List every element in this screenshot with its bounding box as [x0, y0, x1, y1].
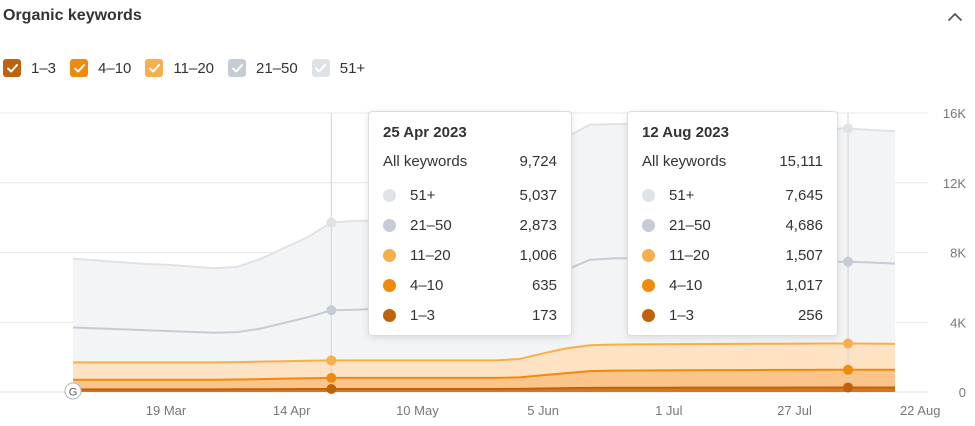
tooltip-row-label: 4–10: [669, 276, 703, 294]
tooltip-row-label: 1–3: [410, 306, 436, 324]
x-tick-label: 10 May: [396, 403, 439, 418]
series-line-0: [73, 386, 895, 391]
tooltip-row-value: 1,017: [785, 276, 823, 294]
x-tick-label: 1 Jul: [655, 403, 683, 418]
hover-point: [326, 355, 337, 366]
checkbox-icon: [3, 59, 21, 77]
hover-point: [843, 256, 854, 267]
tooltip-row-value: 256: [797, 306, 823, 324]
tooltip-row: 1–3 256: [642, 300, 823, 330]
hover-point: [843, 338, 854, 349]
y-tick-label: 0: [959, 385, 966, 400]
hover-point: [326, 372, 337, 383]
checkbox-icon: [70, 59, 89, 77]
series-dot-icon: [642, 308, 655, 322]
tooltip-row-label: 21–50: [410, 216, 452, 234]
tooltip-row-label: 4–10: [410, 276, 444, 294]
series-dot-icon: [383, 218, 396, 232]
checkbox-icon: [311, 59, 330, 77]
hover-point: [843, 123, 854, 134]
series-dot-icon: [383, 308, 396, 322]
y-tick-label: 4K: [950, 315, 966, 330]
tooltip-row: 51+ 5,037: [383, 180, 557, 210]
series-dot-icon: [642, 248, 655, 262]
x-tick-label: 22 Aug: [900, 403, 941, 418]
legend-label: 4–10: [98, 59, 132, 77]
hover-point: [843, 382, 854, 393]
legend-label: 51+: [339, 59, 366, 77]
chevron-up-icon: [948, 13, 962, 21]
tooltip-date: 25 Apr 2023: [383, 124, 467, 141]
tooltip-row: 21–50 4,686: [642, 210, 823, 240]
y-tick-label: 8K: [950, 246, 966, 261]
tooltip-row-label: 21–50: [669, 216, 711, 234]
tooltip-row: 21–50 2,873: [383, 210, 557, 240]
page-title: Organic keywords: [3, 7, 142, 24]
tooltip-row-value: 635: [531, 276, 557, 294]
series-area-1: [73, 369, 895, 390]
legend-label: 1–3: [31, 59, 57, 77]
tooltip-row: 11–20 1,006: [383, 240, 557, 270]
checkbox-icon: [228, 59, 247, 77]
tooltip-row-value: 2,873: [519, 216, 557, 234]
tooltip-total-value: 9,724: [519, 152, 557, 170]
tooltip-total-label: All keywords: [383, 152, 468, 170]
tooltip-aug: 12 Aug 2023 All keywords 15,111 51+ 7,645…: [627, 111, 838, 336]
collapse-button[interactable]: [942, 4, 968, 30]
legend-label: 21–50: [256, 59, 298, 77]
tooltip-row-label: 51+: [410, 186, 436, 204]
google-update-marker-icon: [64, 382, 82, 400]
tooltip-row-label: 11–20: [410, 246, 451, 264]
legend-label: 11–20: [173, 59, 215, 77]
tooltip-row-label: 51+: [669, 186, 695, 204]
tooltip-row-value: 173: [531, 306, 557, 324]
tooltip-row: 11–20 1,507: [642, 240, 823, 270]
series-line-1: [73, 368, 895, 381]
tooltip-row-value: 1,006: [519, 246, 557, 264]
tooltip-total-value: 15,111: [779, 152, 823, 170]
hover-point: [326, 383, 337, 394]
tooltip-row: 1–3 173: [383, 300, 557, 330]
legend-item-51-plus[interactable]: 51+: [311, 59, 366, 77]
y-tick-label: 16K: [943, 106, 966, 121]
tooltip-row-value: 5,037: [519, 186, 557, 204]
series-dot-icon: [642, 278, 655, 292]
series-dot-icon: [642, 218, 655, 232]
checkbox-icon: [145, 59, 164, 77]
legend-item-21-50[interactable]: 21–50: [228, 59, 298, 77]
tooltip-date: 12 Aug 2023: [642, 124, 729, 141]
series-dot-icon: [383, 278, 396, 292]
tooltip-total-label: All keywords: [642, 152, 727, 170]
series-dot-icon: [642, 188, 655, 202]
series-dot-icon: [383, 188, 396, 202]
x-tick-label: 5 Jun: [527, 403, 559, 418]
y-tick-label: 12K: [943, 176, 966, 191]
legend: 1–3 4–10 11–20 21–50 51+: [3, 59, 379, 77]
tooltip-row: 4–10 1,017: [642, 270, 823, 300]
tooltip-row-label: 1–3: [669, 306, 695, 324]
tooltip-row-value: 4,686: [785, 216, 823, 234]
series-line-2: [73, 342, 896, 364]
tooltip-row-label: 11–20: [669, 246, 710, 264]
tooltip-apr: 25 Apr 2023 All keywords 9,724 51+ 5,037 …: [368, 111, 572, 336]
legend-item-4-10[interactable]: 4–10: [70, 59, 131, 77]
tooltip-row: 4–10 635: [383, 270, 557, 300]
tooltip-row: 51+ 7,645: [642, 180, 823, 210]
x-tick-label: 19 Mar: [146, 403, 187, 418]
legend-item-1-3[interactable]: 1–3: [3, 59, 56, 77]
tooltip-row-value: 7,645: [785, 186, 823, 204]
hover-point: [843, 364, 854, 375]
legend-item-11-20[interactable]: 11–20: [145, 59, 214, 77]
x-tick-label: 27 Jul: [777, 403, 812, 418]
series-dot-icon: [383, 248, 396, 262]
hover-point: [326, 305, 337, 316]
series-area-2: [73, 343, 895, 380]
tooltip-row-value: 1,507: [785, 246, 823, 264]
x-tick-label: 14 Apr: [273, 403, 311, 418]
hover-point: [326, 217, 337, 228]
annotation-label: G: [69, 387, 78, 399]
